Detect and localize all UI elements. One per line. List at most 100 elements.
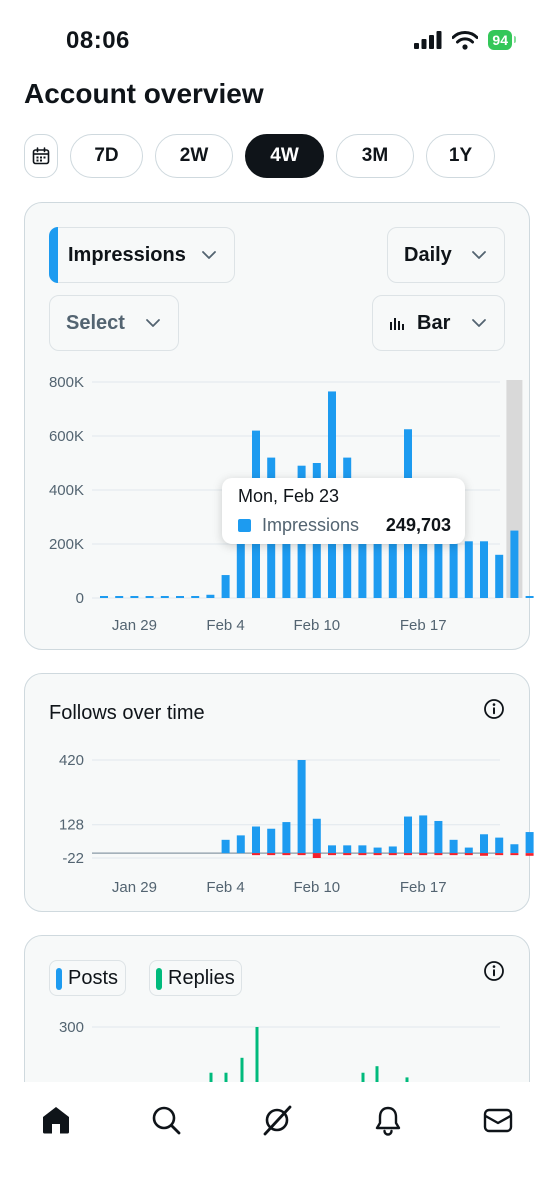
home-icon	[43, 1107, 69, 1134]
legend-posts-label: Posts	[68, 966, 119, 989]
follows-bar	[312, 818, 321, 854]
x-tick-label: Jan 29	[112, 617, 157, 634]
info-icon[interactable]	[483, 960, 505, 982]
bottom-navigation	[0, 1082, 554, 1200]
y-tick-label: 0	[76, 590, 84, 607]
bell-icon	[375, 1106, 401, 1136]
replies-bar	[255, 1027, 259, 1082]
x-tick-label: Feb 4	[206, 879, 244, 896]
impressions-bar	[176, 596, 184, 598]
chevron-down-icon	[472, 319, 486, 327]
search-icon	[152, 1106, 181, 1135]
impressions-bar	[358, 541, 367, 598]
wifi-icon	[452, 30, 479, 50]
follows-bar	[297, 760, 306, 854]
x-tick-label: Jan 29	[112, 879, 157, 896]
chart-tooltip: Mon, Feb 23 Impressions 249,703	[222, 478, 465, 544]
chart-type-dropdown-label: Bar	[417, 311, 451, 334]
follows-bar	[480, 834, 488, 854]
unfollows-bar	[464, 853, 473, 856]
follows-bar	[495, 837, 504, 854]
range-3m-button[interactable]: 3M	[336, 134, 414, 178]
impressions-bar	[115, 596, 124, 598]
tooltip-series-name: Impressions	[262, 515, 360, 535]
unfollows-bar	[404, 853, 412, 856]
unfollows-bar	[252, 853, 260, 856]
metric-dropdown[interactable]: Impressions	[49, 227, 235, 283]
range-4w-button[interactable]: 4W	[245, 134, 324, 178]
replies-bar	[405, 1077, 409, 1082]
chart-type-dropdown[interactable]: Bar	[372, 295, 505, 351]
range-1y-button[interactable]: 1Y	[426, 134, 495, 178]
impressions-bar	[419, 541, 428, 598]
follows-chart[interactable]: -22 128 420 Jan 29 Feb 4 Feb 10 Feb 17	[0, 740, 554, 900]
metric-dropdown-label: Impressions	[68, 243, 186, 266]
follows-bar	[252, 826, 260, 854]
legend-replies-color	[156, 968, 162, 990]
chevron-down-icon	[146, 319, 160, 327]
range-2w-button[interactable]: 2W	[155, 134, 233, 178]
info-icon[interactable]	[483, 698, 505, 720]
follows-bar	[236, 835, 245, 854]
impressions-bar	[495, 554, 504, 598]
follows-bar	[267, 828, 276, 854]
unfollows-bar	[419, 853, 428, 856]
nav-home[interactable]	[36, 1100, 76, 1140]
unfollows-bar	[449, 853, 458, 856]
compare-dropdown[interactable]: Select	[49, 295, 179, 351]
impressions-bar	[434, 541, 443, 598]
tooltip-swatch	[238, 519, 251, 532]
unfollows-bar	[343, 853, 352, 856]
unfollows-bar	[328, 853, 336, 856]
unfollows-bar	[373, 853, 382, 856]
unfollows-bar	[267, 853, 276, 856]
impressions-bar	[282, 541, 291, 598]
impressions-bar	[160, 596, 169, 598]
range-selector: 7D 2W 4W 3M 1Y	[24, 134, 495, 178]
calendar-icon	[32, 147, 50, 165]
follows-bar	[434, 820, 443, 854]
unfollows-bar	[480, 853, 488, 856]
follows-bar	[525, 832, 534, 854]
x-tick-label: Feb 10	[293, 617, 340, 634]
nav-notifications[interactable]	[368, 1100, 408, 1140]
follows-bar	[282, 822, 291, 854]
x-tick-label: Feb 17	[400, 617, 447, 634]
range-7d-button[interactable]: 7D	[70, 134, 143, 178]
nav-search[interactable]	[146, 1100, 186, 1140]
y-tick-label: 400K	[49, 482, 84, 499]
battery-indicator: 94	[488, 30, 516, 50]
bar-chart-icon	[390, 318, 404, 330]
x-tick-label: Feb 4	[206, 617, 244, 634]
tooltip-date: Mon, Feb 23	[238, 486, 340, 506]
replies-bar	[240, 1057, 244, 1082]
impressions-bar	[221, 575, 230, 598]
interval-dropdown[interactable]: Daily	[387, 227, 505, 283]
impressions-card: Impressions Daily Select Bar	[24, 202, 530, 650]
follows-bar	[419, 815, 428, 854]
y-tick-label: 420	[59, 752, 84, 769]
nav-grok[interactable]	[257, 1100, 297, 1140]
follows-card-title: Follows over time	[49, 702, 205, 724]
legend-replies[interactable]: Replies	[149, 960, 242, 996]
replies-bar	[361, 1072, 365, 1082]
unfollows-bar	[358, 853, 367, 856]
impressions-bar	[388, 541, 397, 598]
unfollows-bar	[282, 853, 291, 856]
status-bar: 08:06 94	[0, 0, 554, 70]
unfollows-bar	[297, 853, 306, 856]
status-time: 08:06	[66, 27, 130, 54]
calendar-button[interactable]	[24, 134, 58, 178]
nav-messages[interactable]	[478, 1100, 518, 1140]
follows-bar	[404, 816, 412, 854]
posts-replies-chart[interactable]: 300	[0, 1010, 554, 1082]
compare-dropdown-label: Select	[66, 311, 125, 334]
unfollows-bar	[495, 853, 504, 856]
impressions-bar	[510, 530, 519, 598]
follows-bar	[373, 847, 382, 854]
follows-bar	[358, 845, 367, 854]
x-tick-label: Feb 10	[293, 879, 340, 896]
chevron-down-icon	[202, 251, 216, 259]
follows-bar	[328, 845, 336, 854]
legend-posts[interactable]: Posts	[49, 960, 126, 996]
